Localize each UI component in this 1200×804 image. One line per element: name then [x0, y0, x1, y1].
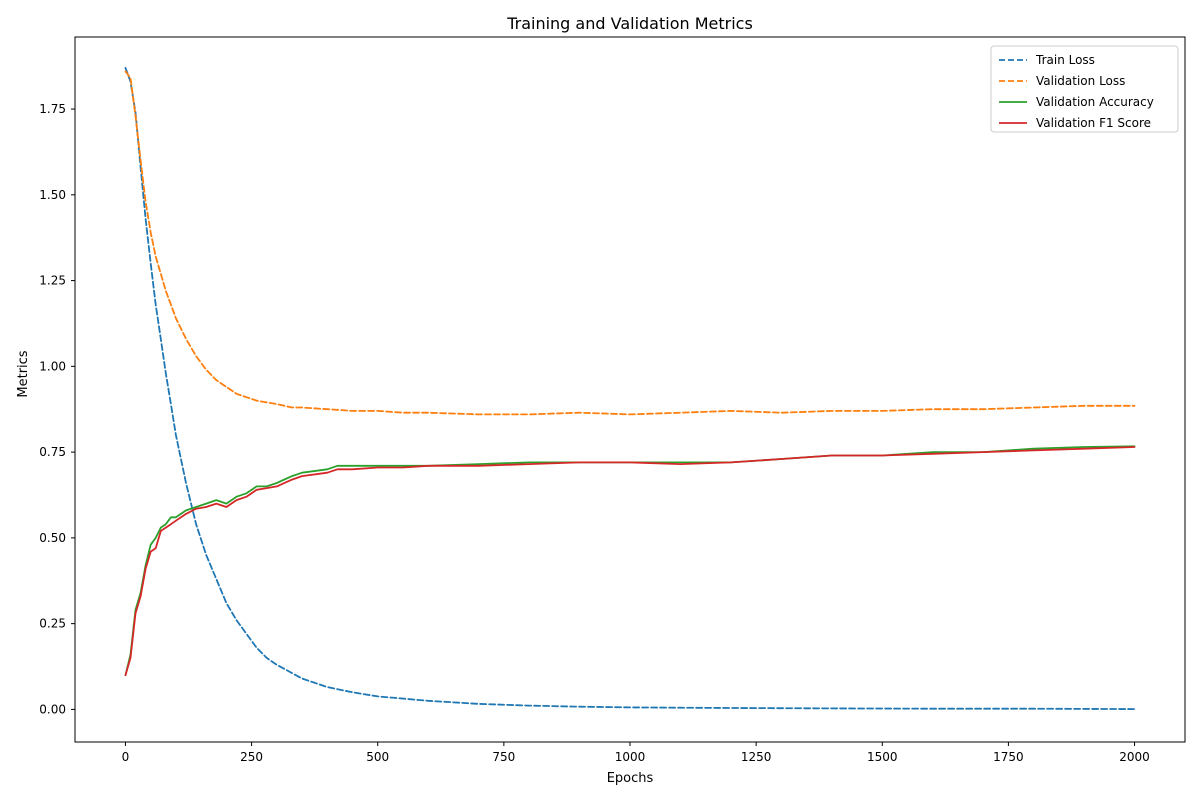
axes: 0 250 500 750 1000 1250 1500 1750 2000 0.00 0.25 0.… [39, 102, 1150, 764]
y-tick-label: 1.25 [39, 274, 66, 288]
series-line-validation-f1-score [124, 446, 1136, 676]
legend-label: Validation Loss [1036, 74, 1125, 88]
y-tick-label: 0.25 [39, 617, 66, 631]
x-tick-label: 500 [366, 750, 389, 764]
y-tick-label: 0.00 [39, 702, 66, 716]
legend-box [990, 45, 1179, 133]
chart-title: Training and Validation Metrics [506, 14, 753, 33]
y-tick-label: 1.00 [39, 359, 66, 373]
y-tick-label: 1.75 [39, 102, 66, 116]
legend: Train Loss Validation Loss Validation Accu… [990, 45, 1179, 133]
y-tick-label: 1.50 [39, 188, 66, 202]
series-layer [124, 67, 1136, 710]
x-tick-label: 1250 [741, 750, 772, 764]
y-tick-label: 0.50 [39, 531, 66, 545]
x-tick-label: 1500 [867, 750, 898, 764]
x-tick-label: 250 [240, 750, 263, 764]
x-tick-label: 0 [122, 750, 130, 764]
series-line-validation-loss [124, 70, 1136, 416]
plot-area [74, 36, 1186, 743]
y-axis-label: Metrics [16, 350, 31, 397]
x-tick-label: 750 [492, 750, 515, 764]
y-tick-label: 0.75 [39, 445, 66, 459]
x-tick-label: 2000 [1119, 750, 1150, 764]
legend-label: Validation F1 Score [1036, 116, 1151, 130]
x-tick-label: 1750 [993, 750, 1024, 764]
series-line-train-loss [124, 67, 1136, 710]
plot-frame [74, 36, 1186, 743]
legend-label: Validation Accuracy [1036, 95, 1154, 109]
legend-label: Train Loss [1035, 53, 1095, 67]
x-tick-label: 1000 [615, 750, 646, 764]
x-axis-label: Epochs [607, 771, 654, 786]
